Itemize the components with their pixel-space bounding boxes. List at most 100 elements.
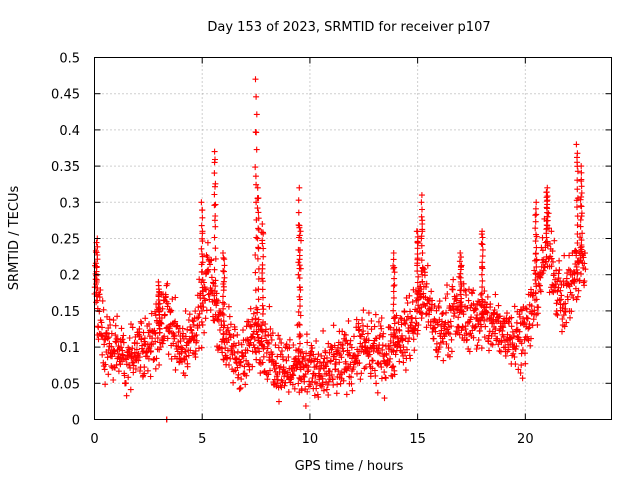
data-point [260, 229, 266, 236]
y-tick-label: 0.15 [51, 305, 80, 320]
data-point [325, 392, 332, 398]
data-point [469, 290, 476, 297]
data-point [577, 223, 584, 230]
data-point [255, 209, 262, 216]
data-point [464, 336, 470, 343]
data-point [302, 403, 309, 409]
data-point [165, 300, 171, 307]
data-point [252, 76, 259, 83]
data-point [578, 169, 585, 176]
data-point [548, 228, 555, 235]
data-point [249, 316, 256, 323]
data-point [164, 335, 171, 342]
data-point [260, 253, 267, 260]
data-point [450, 313, 457, 320]
data-point [511, 332, 518, 339]
y-tick-label: 0.35 [51, 160, 80, 175]
data-point [297, 265, 304, 272]
data-point [264, 345, 271, 352]
data-point [212, 201, 219, 208]
data-point [323, 363, 330, 370]
data-point [450, 276, 457, 283]
data-point [423, 280, 430, 287]
data-point [295, 353, 302, 360]
data-point [372, 372, 379, 379]
data-point [290, 342, 297, 348]
data-point [531, 267, 538, 274]
data-point [220, 324, 227, 331]
data-point [415, 302, 422, 309]
data-point [531, 307, 538, 314]
data-point [344, 365, 351, 372]
data-point [401, 308, 408, 315]
data-point [559, 328, 565, 335]
data-point [390, 294, 397, 301]
data-point [446, 353, 453, 360]
data-point [182, 308, 189, 314]
data-point [577, 250, 584, 257]
data-point [144, 367, 151, 374]
data-point [553, 300, 560, 307]
data-point [199, 253, 206, 260]
data-point [534, 321, 541, 328]
data-point [412, 315, 419, 322]
data-point [571, 270, 578, 277]
data-point [280, 356, 287, 363]
data-point [207, 307, 214, 313]
data-point [149, 335, 156, 342]
data-point [391, 330, 398, 337]
data-point [215, 298, 221, 304]
data-point [390, 250, 397, 256]
data-point [220, 283, 227, 290]
data-point [165, 351, 172, 358]
data-point [378, 315, 385, 321]
data-point [198, 307, 205, 314]
data-point [574, 293, 581, 300]
data-point [257, 370, 264, 377]
data-point [94, 243, 101, 250]
data-point [244, 336, 251, 343]
data-point [568, 308, 575, 315]
data-point [220, 330, 227, 337]
data-point [108, 330, 115, 337]
data-point [208, 274, 215, 281]
data-point [478, 345, 485, 352]
data-point [573, 141, 580, 148]
data-point [434, 353, 441, 360]
data-point [267, 367, 273, 374]
data-point [466, 286, 472, 293]
data-point [513, 343, 520, 350]
data-point [265, 371, 272, 378]
chart-title: Day 153 of 2023, SRMTID for receiver p10… [207, 20, 490, 35]
data-point [548, 255, 555, 262]
data-point [230, 333, 237, 339]
data-point [295, 308, 302, 315]
data-point [357, 376, 364, 383]
data-point [219, 349, 226, 356]
data-point [95, 336, 102, 343]
data-point [254, 195, 261, 202]
data-point [208, 257, 215, 264]
data-point [147, 373, 154, 380]
data-point [246, 366, 253, 373]
data-point [392, 351, 399, 358]
data-point [556, 297, 563, 304]
data-point [225, 303, 232, 310]
data-point [423, 324, 430, 331]
data-point [199, 284, 206, 291]
data-point [566, 252, 573, 259]
data-point [120, 332, 127, 339]
data-point [199, 300, 206, 307]
data-point [457, 250, 464, 256]
data-point [511, 303, 518, 310]
data-point [156, 361, 163, 368]
data-point [198, 344, 205, 351]
data-point [182, 333, 189, 340]
data-point [386, 359, 393, 365]
data-point [458, 254, 464, 261]
data-point [419, 226, 426, 233]
data-point [381, 369, 388, 376]
data-point [217, 327, 223, 333]
data-point [119, 336, 126, 343]
data-point [253, 322, 260, 329]
